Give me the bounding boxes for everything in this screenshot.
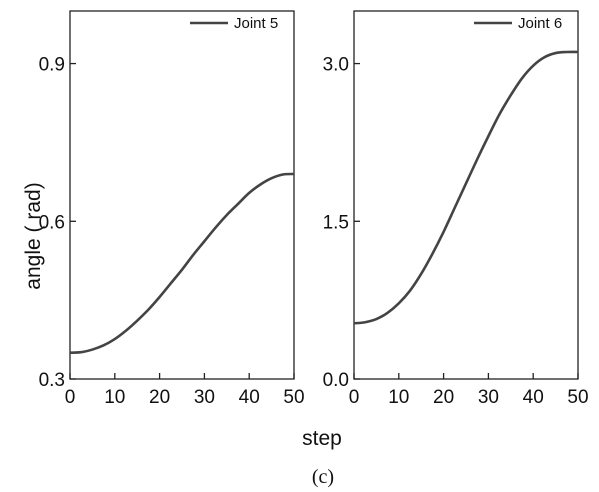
figure-caption: (c): [312, 466, 334, 488]
x-tick-label: 10: [104, 387, 125, 408]
x-tick-label: 50: [283, 387, 304, 408]
x-tick-label: 40: [523, 387, 544, 408]
x-axis-title: step: [302, 427, 342, 450]
x-tick-label: 0: [349, 387, 360, 408]
x-tick-label: 30: [478, 387, 499, 408]
y-tick-label: 3.0: [323, 55, 349, 76]
tick-labels: 0 10 20 30 40 50 0.3 0.6 0.9: [39, 55, 305, 408]
series-line-joint-5: [69, 172, 295, 355]
x-tick-label: 0: [65, 387, 76, 408]
y-tick-label: 0.9: [39, 55, 65, 76]
legend-label-joint-6: Joint 6: [518, 15, 562, 32]
x-tick-label: 30: [194, 387, 215, 408]
x-tick-label: 50: [567, 387, 588, 408]
x-tick-label: 20: [433, 387, 454, 408]
legend-label-joint-5: Joint 5: [234, 15, 278, 32]
y-tick-label: 0.0: [323, 370, 349, 391]
y-tick-label: 0.3: [39, 370, 65, 391]
chart-panel-joint-6: 0 10 20 30 40 50 0.0 1.5 3.0 Joint 6: [323, 10, 589, 408]
x-tick-label: 20: [149, 387, 170, 408]
series-line-joint-6: [353, 50, 579, 325]
plot-frame: [353, 10, 579, 380]
x-tick-label: 10: [388, 387, 409, 408]
x-tick-label: 40: [239, 387, 260, 408]
y-tick-label: 0.6: [39, 212, 65, 233]
chart-panel-joint-5: 0 10 20 30 40 50 0.3 0.6 0.9 Joint 5: [39, 10, 305, 408]
plot-frame: [69, 10, 295, 380]
y-axis-title: angle ( rad): [22, 182, 45, 289]
tick-marks: [69, 62, 295, 380]
tick-labels: 0 10 20 30 40 50 0.0 1.5 3.0: [323, 55, 589, 408]
y-tick-label: 1.5: [323, 212, 349, 233]
tick-marks: [353, 62, 579, 380]
